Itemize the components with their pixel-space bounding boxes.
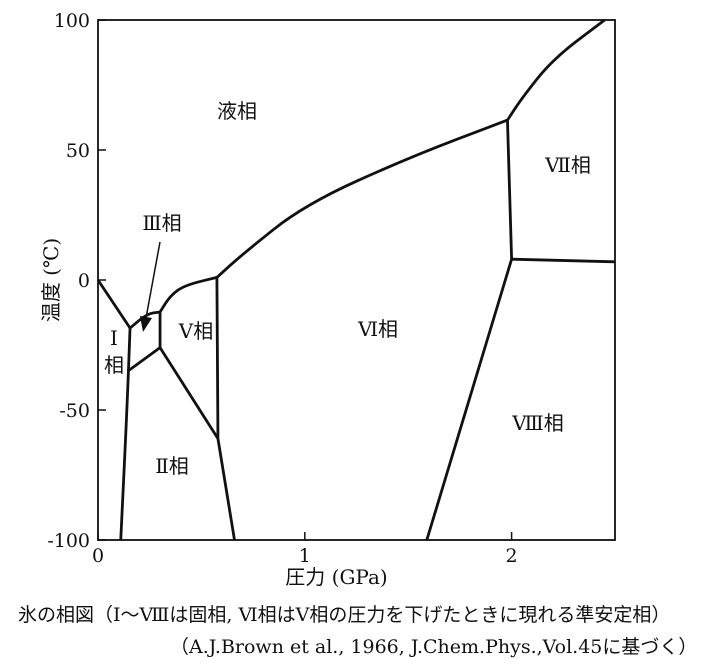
y-tick-label: 50 — [66, 140, 90, 162]
caption-title: 氷の相図（Ⅰ～Ⅷは固相, Ⅵ相はⅤ相の圧力を下げたときに現れる準安定相） — [18, 604, 671, 626]
phase-label: Ⅲ相 — [142, 211, 181, 235]
phase-boundary-i-ii — [119, 328, 132, 541]
y-tick-label: -100 — [47, 530, 90, 552]
arrow-head-icon — [140, 316, 152, 332]
y-axis-label: 温度 (℃) — [39, 238, 63, 322]
y-tick-label: -50 — [59, 400, 90, 422]
phase-label: Ⅴ相 — [178, 319, 213, 343]
phase-boundary-ii-v — [158, 346, 220, 440]
phase-boundary-vi-viii — [425, 258, 513, 541]
phase-boundary-vii-viii — [511, 257, 616, 264]
x-tick-label: 1 — [299, 545, 311, 567]
phase-boundary-vii-liquid — [506, 18, 606, 121]
caption-source: （A.J.Brown et al., 1966, J.Chem.Phys.,Vo… — [170, 636, 698, 658]
phase-label: Ⅶ相 — [544, 153, 591, 177]
phase-boundary-vi-liquid — [215, 118, 508, 279]
phase-boundary-v-liquid — [158, 276, 218, 313]
phase-label: Ⅵ相 — [357, 317, 398, 341]
phase-boundary-iii-liquid — [129, 310, 161, 330]
phase-label: Ⅷ相 — [511, 411, 564, 435]
plot-area: 0 1 2 100 50 0 -50 -100 圧力 (GPa) 温度 (℃) 液相 Ⅲ相 Ⅰ 相 Ⅴ相 Ⅵ相… — [39, 10, 616, 589]
phase-boundary-v-vi — [215, 277, 220, 439]
phase-label: 液相 — [217, 99, 257, 123]
x-axis-label: 圧力 (GPa) — [285, 565, 387, 589]
phase-boundary-iii-ii — [127, 346, 161, 373]
phase-boundary-ii-vi — [216, 438, 236, 541]
y-tick-label: 100 — [54, 10, 90, 32]
x-tick-label: 2 — [506, 545, 518, 567]
phase-label: Ⅰ — [110, 326, 118, 350]
phase-boundary-vi-vii — [506, 120, 513, 260]
phase-label: Ⅱ相 — [155, 454, 189, 478]
phase-boundary-i-liquid — [96, 279, 132, 329]
arrow-line — [145, 241, 161, 319]
phase-label: 相 — [104, 353, 124, 377]
x-tick-label: 0 — [92, 545, 104, 567]
y-tick-label: 0 — [78, 270, 90, 292]
